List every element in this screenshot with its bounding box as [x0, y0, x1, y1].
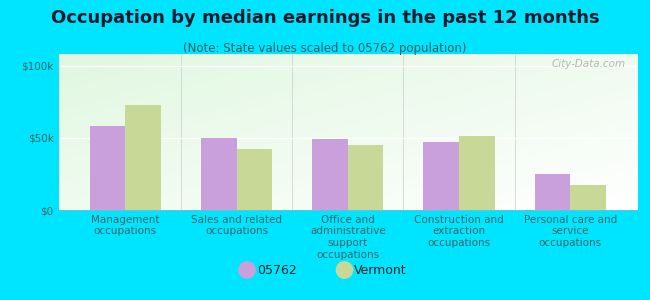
Bar: [90, 126, 125, 210]
Text: 05762: 05762: [257, 263, 296, 277]
Text: Occupation by median earnings in the past 12 months: Occupation by median earnings in the pas…: [51, 9, 599, 27]
Bar: [423, 142, 459, 210]
Bar: [125, 105, 161, 210]
Bar: [570, 185, 606, 210]
Bar: [201, 138, 237, 210]
Bar: [348, 145, 383, 210]
Text: Vermont: Vermont: [354, 263, 407, 277]
Text: (Note: State values scaled to 05762 population): (Note: State values scaled to 05762 popu…: [183, 42, 467, 55]
Bar: [535, 174, 570, 210]
Bar: [237, 149, 272, 210]
Bar: [312, 139, 348, 210]
Text: City-Data.com: City-Data.com: [551, 59, 625, 69]
Bar: [459, 136, 495, 210]
